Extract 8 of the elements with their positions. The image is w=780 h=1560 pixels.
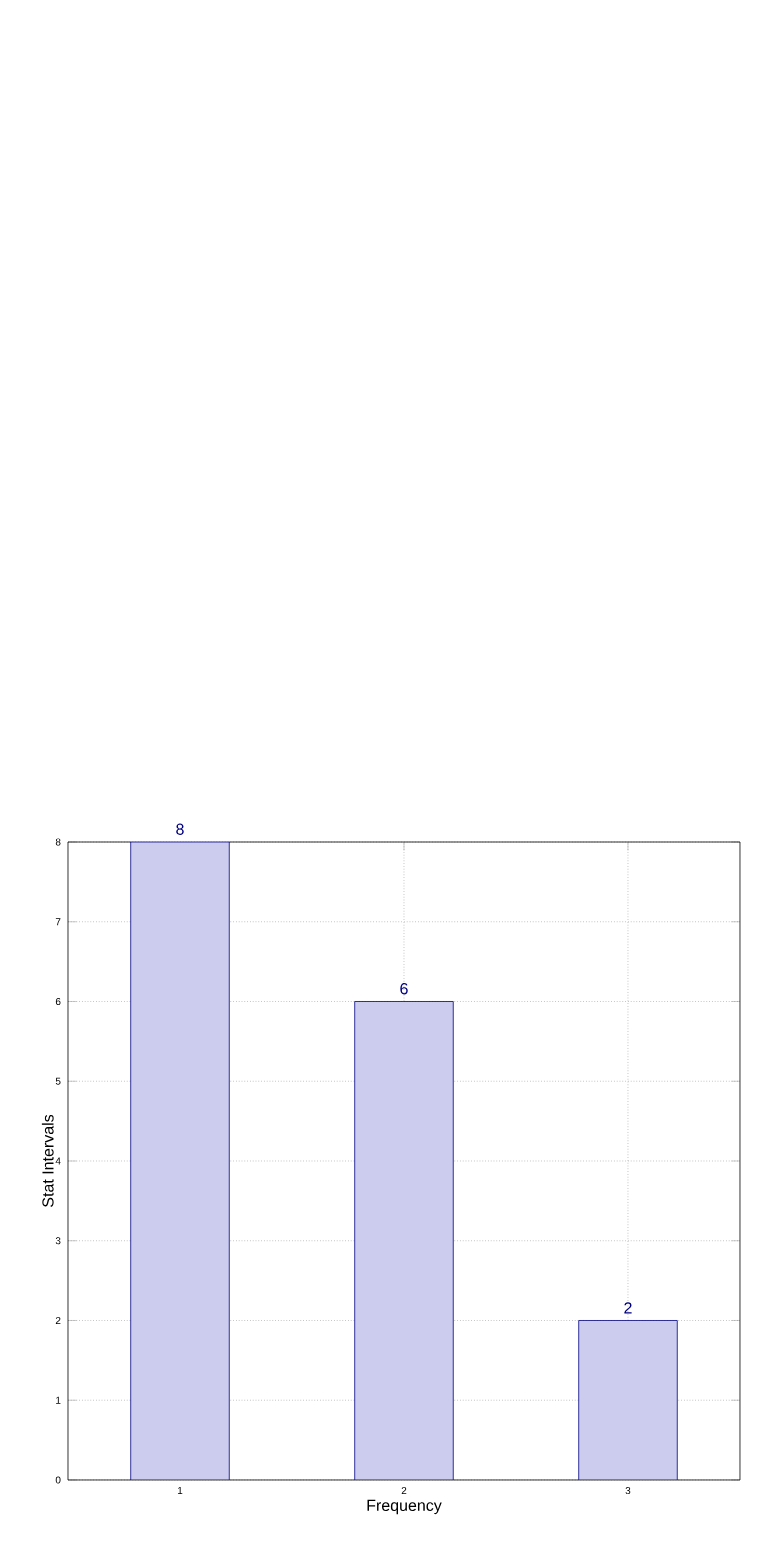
bar — [130, 842, 230, 1480]
bar — [578, 1320, 678, 1480]
y-axis-title: Stat Intervals — [41, 1114, 54, 1207]
x-axis-title: Frequency — [367, 1499, 442, 1515]
data-label: 2 — [624, 1302, 632, 1314]
bar — [354, 1001, 454, 1480]
data-label: 6 — [400, 983, 408, 995]
data-label: 8 — [176, 823, 184, 835]
